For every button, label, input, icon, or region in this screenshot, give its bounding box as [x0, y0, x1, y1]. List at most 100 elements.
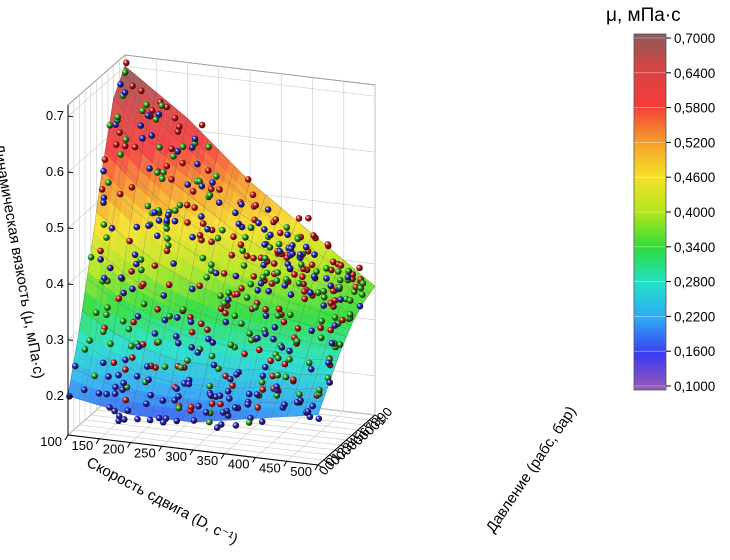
- measurement-point-blue: [194, 160, 201, 168]
- measurement-point-red: [259, 386, 267, 393]
- measurement-point-red: [128, 268, 135, 275]
- measurement-point-blue: [232, 209, 239, 217]
- measurement-point-red: [205, 167, 212, 174]
- measurement-point-red: [217, 305, 225, 313]
- measurement-point-red: [217, 400, 224, 408]
- y-tick-mark: [334, 449, 341, 454]
- measurement-point-blue: [306, 413, 314, 421]
- measurement-point-green: [283, 224, 291, 231]
- y-tick-mark: [340, 444, 347, 449]
- y-gridline: [96, 80, 347, 441]
- measurement-point-blue: [107, 264, 114, 272]
- measurement-point-blue: [281, 282, 289, 289]
- z-tick-label: 0.6: [46, 164, 64, 179]
- measurement-point-green: [227, 341, 235, 349]
- measurement-point-blue: [232, 272, 240, 280]
- y-tick-mark: [329, 454, 335, 459]
- measurement-point-red: [308, 261, 316, 269]
- measurement-point-blue: [198, 182, 206, 190]
- measurement-point-blue: [235, 220, 243, 228]
- measurement-point-blue: [100, 194, 108, 202]
- measurement-point-blue: [155, 111, 163, 118]
- surface-meshline: [77, 340, 328, 390]
- measurement-point-blue: [260, 261, 268, 269]
- measurement-point-green: [243, 294, 251, 301]
- measurement-point-green: [172, 207, 179, 214]
- measurement-point-blue: [97, 256, 104, 263]
- measurement-point-blue: [287, 245, 295, 252]
- measurement-point-blue: [216, 392, 224, 400]
- measurement-point-blue: [147, 391, 155, 399]
- measurement-point-blue: [145, 376, 152, 384]
- measurement-point-green: [199, 254, 207, 262]
- measurement-point-red: [327, 326, 335, 334]
- measurement-point-blue: [284, 231, 291, 238]
- x-tick-label: 150: [72, 438, 94, 453]
- measurement-point-green: [318, 317, 325, 325]
- measurement-point-blue: [117, 274, 125, 281]
- measurement-point-red: [310, 232, 317, 239]
- measurement-point-blue: [120, 289, 127, 297]
- measurement-point-blue: [117, 81, 124, 88]
- measurement-point-blue: [271, 324, 279, 331]
- measurement-point-green: [128, 342, 135, 350]
- measurement-point-red: [337, 262, 345, 269]
- x-tick-mark: [95, 438, 100, 445]
- measurement-point-blue: [238, 201, 245, 208]
- measurement-point-blue: [227, 375, 234, 383]
- measurement-point-blue: [133, 373, 141, 380]
- measurement-point-green: [231, 312, 239, 320]
- measurement-point-blue: [120, 379, 127, 387]
- measurement-point-green: [305, 359, 313, 367]
- measurement-point-blue: [225, 296, 232, 303]
- measurement-point-blue: [226, 395, 233, 402]
- measurement-point-blue: [310, 273, 318, 280]
- measurement-point-red: [163, 162, 171, 170]
- measurement-point-green: [359, 279, 367, 287]
- measurement-point-blue: [202, 409, 210, 416]
- measurement-point-red: [128, 184, 136, 191]
- measurement-point-blue: [105, 373, 112, 380]
- measurement-point-blue: [115, 417, 122, 425]
- measurement-point-blue: [101, 274, 108, 282]
- measurement-point-blue: [253, 391, 261, 398]
- measurement-point-blue: [328, 339, 336, 347]
- measurement-point-red: [254, 404, 261, 411]
- measurement-point-blue: [286, 264, 294, 272]
- measurement-point-red: [130, 318, 137, 326]
- measurement-point-blue: [111, 407, 118, 415]
- surface-meshline: [130, 118, 188, 415]
- measurement-point-blue: [261, 241, 268, 248]
- y-gridline: [84, 90, 336, 451]
- measurement-point-blue: [231, 404, 239, 411]
- measurement-point-red: [163, 103, 171, 111]
- measurement-point-green: [154, 169, 161, 176]
- measurement-point-red: [208, 400, 216, 408]
- x-tick-label: 500: [290, 464, 312, 479]
- measurement-point-green: [219, 226, 226, 234]
- measurement-point-red: [122, 366, 129, 373]
- measurement-point-green: [140, 300, 148, 308]
- x-tick-mark: [189, 449, 194, 456]
- y-tick-mark: [346, 439, 352, 444]
- measurement-point-green: [286, 356, 293, 363]
- measurement-point-red: [97, 247, 104, 255]
- measurement-point-green: [87, 253, 95, 261]
- measurement-point-blue: [100, 359, 107, 367]
- measurement-point-green: [103, 311, 110, 319]
- measurement-point-green: [86, 337, 93, 344]
- measurement-point-blue: [137, 122, 145, 129]
- measurement-point-red: [269, 372, 277, 380]
- measurement-point-green: [297, 261, 305, 268]
- surface-meshline: [317, 286, 376, 415]
- measurement-point-red: [204, 326, 211, 334]
- measurement-point-blue: [173, 385, 180, 392]
- measurement-point-red: [199, 220, 207, 227]
- x-tick-label: 250: [134, 445, 156, 460]
- measurement-point-green: [282, 373, 290, 381]
- z-tick-label: 0.2: [46, 388, 64, 403]
- measurement-point-green: [100, 221, 108, 228]
- measurement-point-blue: [262, 312, 270, 320]
- measurement-point-green: [137, 256, 145, 263]
- y-gridline: [73, 100, 324, 461]
